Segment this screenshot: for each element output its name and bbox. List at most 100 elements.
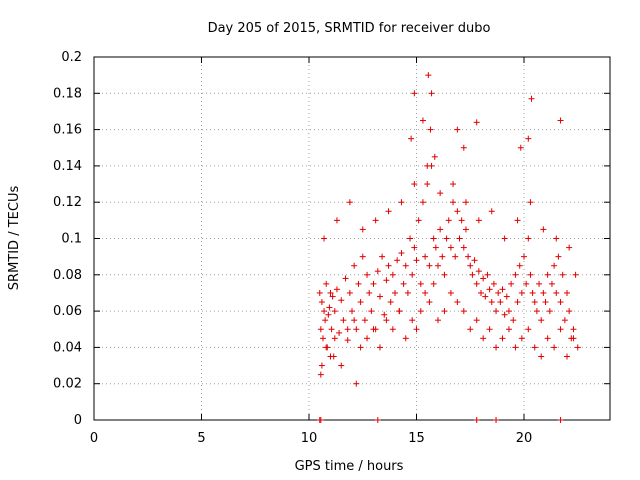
data-point (529, 289, 536, 296)
data-point (346, 199, 353, 206)
x-tick-label: 0 (90, 431, 98, 446)
data-point (322, 317, 329, 324)
data-point (355, 280, 362, 287)
data-point (413, 326, 420, 333)
data-point (432, 244, 439, 251)
data-point (454, 126, 461, 133)
data-point (319, 335, 326, 342)
data-point (542, 299, 549, 306)
data-point (398, 250, 405, 257)
data-point (329, 293, 336, 300)
data-point (564, 353, 570, 360)
data-point (505, 326, 512, 333)
data-point (493, 344, 500, 351)
data-point (419, 117, 426, 124)
bottom-marker (493, 417, 500, 423)
data-point (426, 262, 433, 269)
data-point (417, 308, 424, 315)
data-point (379, 253, 386, 260)
x-tick-label: 20 (516, 431, 533, 446)
data-point (561, 317, 568, 324)
data-point (533, 308, 540, 315)
data-point (435, 262, 441, 269)
data-point (344, 337, 351, 344)
grid (94, 57, 610, 420)
data-point (419, 199, 426, 206)
data-point (486, 326, 493, 333)
data-point (323, 344, 330, 351)
data-point (447, 244, 454, 251)
data-point (503, 293, 510, 300)
data-point (525, 135, 532, 142)
data-point (475, 217, 482, 224)
data-point (505, 308, 512, 315)
data-point (480, 335, 487, 342)
data-point (424, 181, 431, 188)
data-point (508, 280, 515, 287)
data-point (454, 208, 461, 215)
data-point (551, 344, 558, 351)
data-point (407, 235, 414, 242)
data-point (333, 217, 340, 224)
data-point (527, 271, 534, 278)
data-point (340, 317, 347, 324)
data-point (336, 329, 343, 336)
data-point (518, 289, 525, 296)
data-point (441, 271, 448, 278)
data-point (437, 226, 444, 233)
data-point (501, 235, 508, 242)
data-point (427, 126, 434, 133)
data-point (331, 335, 338, 342)
data-point (413, 257, 420, 264)
data-point (544, 335, 551, 342)
data-point (495, 289, 502, 296)
data-point (417, 280, 424, 287)
data-point (570, 326, 577, 333)
data-point (473, 280, 480, 287)
data-point (364, 335, 371, 342)
data-point (521, 253, 527, 260)
data-point (349, 308, 355, 315)
data-point (462, 226, 469, 233)
data-point (368, 308, 375, 315)
data-point (357, 299, 364, 306)
data-point (326, 304, 333, 311)
data-point (385, 208, 392, 215)
data-point (531, 299, 538, 306)
data-point (351, 262, 358, 269)
data-point (482, 293, 489, 300)
y-tick-label: 0.12 (53, 195, 82, 210)
y-tick-label: 0.2 (61, 50, 82, 65)
data-point (430, 280, 437, 287)
data-point (430, 235, 437, 242)
data-point (409, 271, 416, 278)
data-point (321, 308, 328, 315)
data-point (452, 253, 459, 260)
data-point (525, 326, 532, 333)
data-point (499, 286, 506, 293)
data-point (381, 311, 388, 318)
data-point (402, 262, 409, 269)
data-point (514, 217, 521, 224)
data-point (572, 271, 579, 278)
data-point (553, 289, 560, 296)
data-point (501, 311, 508, 318)
data-point (325, 311, 332, 318)
data-point (566, 308, 573, 315)
data-point (333, 286, 340, 293)
data-point (447, 289, 454, 296)
data-point (499, 335, 506, 342)
data-point (321, 235, 328, 242)
y-tick-label: 0.04 (53, 340, 82, 355)
data-point (426, 299, 433, 306)
data-point (540, 289, 547, 296)
data-point (557, 326, 564, 333)
data-point (327, 289, 334, 296)
data-point (557, 117, 564, 124)
data-point (456, 235, 463, 242)
data-point (331, 308, 338, 315)
data-point (316, 289, 323, 296)
bottom-marker (317, 417, 324, 423)
data-point (546, 308, 553, 315)
data-point (422, 289, 429, 296)
